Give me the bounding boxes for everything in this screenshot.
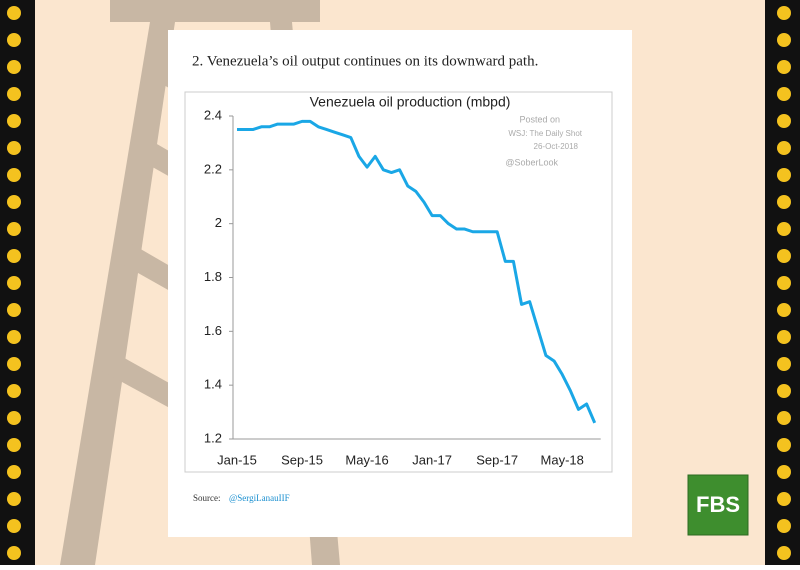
x-tick-label: May-18 [541,452,584,467]
y-tick-label: 2.2 [204,161,222,176]
heading: 2. Venezuela’s oil output continues on i… [192,53,538,69]
chart-title: Venezuela oil production (mbpd) [310,94,511,110]
source-label: Source: [193,493,221,503]
y-tick-label: 2.4 [204,107,222,122]
y-tick-label: 1.4 [204,377,222,392]
annotation: WSJ: The Daily Shot [508,129,582,138]
y-tick-label: 1.8 [204,269,222,284]
plot: 1.2 1.4 1.6 1.8 2 2.2 2.4 Jan-15 Sep-15 May-16 Jan… [204,107,601,467]
y-tick-label: 1.6 [204,323,222,338]
y-tick-label: 1.2 [204,430,222,445]
annotation: Posted on [519,114,560,124]
x-tick-label: Sep-15 [281,452,323,467]
logo-box [687,474,749,536]
left-border [0,0,35,565]
y-tick-label: 2 [215,215,222,230]
logo: FBS [696,492,740,517]
annotation: @SoberLook [505,157,558,167]
right-border [765,0,800,565]
source-link[interactable]: @SergiLanauIIF [229,493,290,503]
line [237,119,597,424]
x-tick-label: Jan-17 [412,452,452,467]
x-tick-label: May-16 [345,452,388,467]
x-tick-label: Jan-15 [217,452,257,467]
chart-frame [184,91,613,473]
annotation: 26-Oct-2018 [534,142,579,151]
x-tick-label: Sep-17 [476,452,518,467]
